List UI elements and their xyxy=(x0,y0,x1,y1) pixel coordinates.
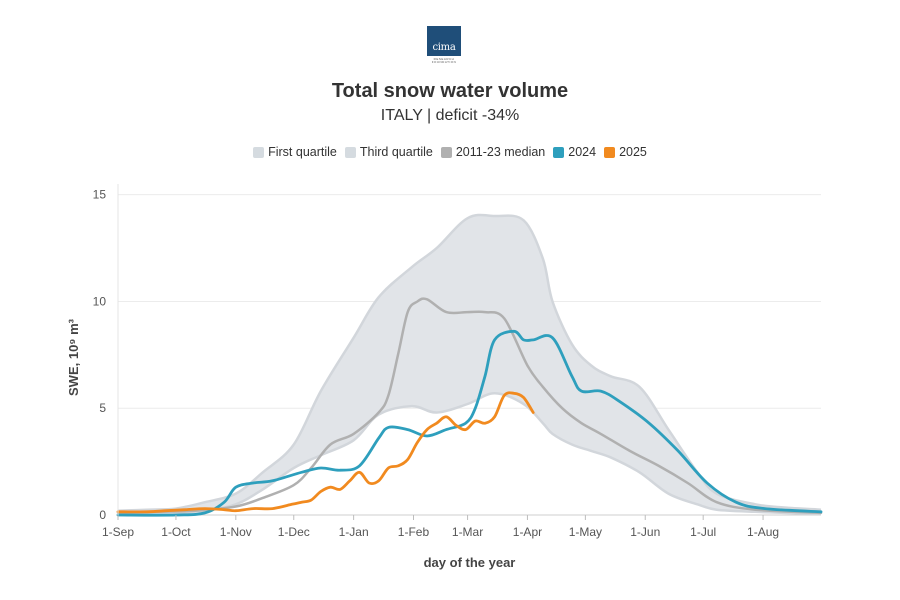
y-tick-label: 15 xyxy=(93,188,107,202)
legend-item-2025[interactable]: 2025 xyxy=(604,145,647,159)
third-quartile-line xyxy=(117,213,822,512)
legend-item-median[interactable]: 2011-23 median xyxy=(440,145,546,159)
legend-label: 2011-23 median xyxy=(455,145,546,159)
x-tick-label: 1-Dec xyxy=(278,525,310,539)
cima-logo: cima RESEARCH FOUNDATION xyxy=(427,26,461,66)
y-tick-label: 5 xyxy=(99,401,106,415)
legend-label: First quartile xyxy=(268,145,337,159)
legend-swatch xyxy=(553,146,565,158)
x-tick-label: 1-Mar xyxy=(452,525,483,539)
grid-lines xyxy=(118,194,821,516)
legend-swatch xyxy=(604,146,616,158)
x-tick-label: 1-Aug xyxy=(747,525,779,539)
series-2025-line xyxy=(116,391,535,514)
x-tick-label: 1-Jan xyxy=(339,525,369,539)
y-tick-label: 10 xyxy=(93,294,107,308)
series-lines xyxy=(116,297,823,517)
series-2024-line xyxy=(116,329,823,517)
x-tick-label: 1-Jun xyxy=(630,525,660,539)
x-axis-title: day of the year xyxy=(424,555,516,570)
axes: 0 5 10 15 1-Sep 1-Oct 1-Nov 1-Dec 1-Jan 1-Feb 1-Ma… xyxy=(93,184,779,539)
legend-swatch xyxy=(253,146,265,158)
y-tick-label: 0 xyxy=(99,508,106,522)
x-tick-label: 1-May xyxy=(569,525,602,539)
chart-subtitle: ITALY | deficit -34% xyxy=(380,107,520,124)
x-tick-label: 1-Feb xyxy=(398,525,430,539)
first-quartile-line xyxy=(117,392,822,517)
legend-swatch xyxy=(344,146,356,158)
x-tick-label: 1-Jul xyxy=(690,525,716,539)
x-tick-label: 1-Oct xyxy=(161,525,191,539)
x-tick-label: 1-Nov xyxy=(220,525,252,539)
legend-swatch xyxy=(440,146,452,158)
chart-title: Total snow water volume xyxy=(331,80,569,102)
y-axis-title: SWE, 10⁹ m³ xyxy=(66,318,81,396)
chart-legend: First quartile Third quartile 2011-23 me… xyxy=(0,145,900,159)
logo-text: cima xyxy=(432,42,456,53)
legend-item-first-quartile[interactable]: First quartile xyxy=(253,145,337,159)
interquartile-area xyxy=(118,214,821,516)
x-tick-label: 1-Apr xyxy=(513,525,542,539)
x-tick-label: 1-Sep xyxy=(102,525,134,539)
legend-label: 2024 xyxy=(568,145,597,159)
cima-logo-mark: cima xyxy=(427,26,461,56)
legend-item-third-quartile[interactable]: Third quartile xyxy=(344,145,433,159)
median-line xyxy=(116,297,823,515)
legend-label: Third quartile xyxy=(359,145,433,159)
logo-subtext: RESEARCH FOUNDATION xyxy=(431,57,457,64)
legend-label: 2025 xyxy=(619,145,647,159)
quartile-band xyxy=(117,213,822,517)
legend-item-2024[interactable]: 2024 xyxy=(553,145,596,159)
